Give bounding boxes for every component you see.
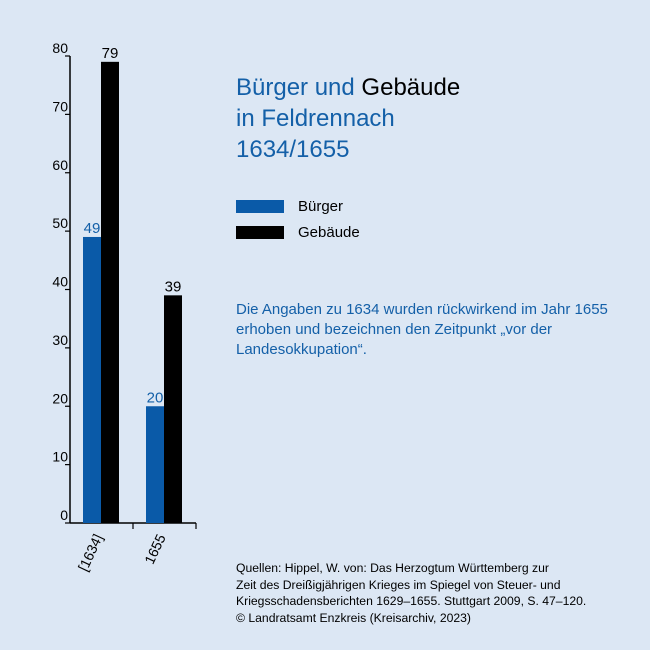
data-label: 79 (102, 45, 119, 62)
y-tick-label: 60 (52, 157, 68, 173)
source-line: Kriegsschadensberichten 1629–1655. Stutt… (236, 594, 587, 608)
source-line: Quellen: Hippel, W. von: Das Herzogtum W… (236, 561, 549, 575)
y-tick-label: 10 (52, 449, 68, 465)
bar-buerger (146, 406, 164, 523)
data-label: 20 (147, 389, 164, 406)
legend: Bürger Gebäude (236, 196, 360, 248)
bar-gebaeude (101, 61, 119, 524)
legend-item-buerger: Bürger (236, 196, 360, 216)
y-tick-label: 70 (52, 98, 68, 114)
title-line-3: 1634/1655 (236, 136, 350, 163)
data-label: 39 (165, 278, 182, 295)
y-tick-label: 80 (52, 40, 68, 56)
bar-chart: 0 10 20 30 40 50 60 70 80 49 79 [1634] 20 39 1655 (52, 40, 197, 574)
source-line: © Landratsamt Enzkreis (Kreisarchiv, 202… (236, 610, 471, 625)
bar-gebaeude (164, 295, 182, 523)
legend-swatch-buerger (236, 199, 284, 213)
legend-label-gebaeude: Gebäude (298, 223, 360, 241)
legend-label-buerger: Bürger (298, 197, 344, 215)
legend-swatch-gebaeude (236, 225, 284, 239)
legend-item-gebaeude: Gebäude (236, 222, 360, 242)
bar-buerger (83, 236, 101, 523)
source-text: Quellen: Hippel, W. von: Das Herzogtum W… (236, 560, 636, 626)
title-part-gebaeude: Gebäude (361, 74, 461, 101)
chart-title: Bürger und Gebäude in Feldrennach 1634/1… (236, 72, 460, 165)
title-part-buerger: Bürger und (236, 74, 355, 101)
note-text: Die Angaben zu 1634 wurden rückwirkend i… (236, 301, 608, 358)
y-tick-label: 30 (52, 332, 68, 348)
x-category-label: [1634] (75, 532, 106, 574)
y-tick-label: 0 (60, 507, 68, 523)
data-label: 49 (84, 220, 101, 237)
y-tick-label: 50 (52, 215, 68, 231)
source-line: Zeit des Dreißigjährigen Krieges im Spie… (236, 577, 561, 592)
title-line-2: in Feldrennach (236, 105, 395, 132)
y-tick-label: 40 (52, 274, 68, 290)
y-tick-label: 20 (52, 390, 68, 406)
x-category-label: 1655 (141, 531, 169, 566)
